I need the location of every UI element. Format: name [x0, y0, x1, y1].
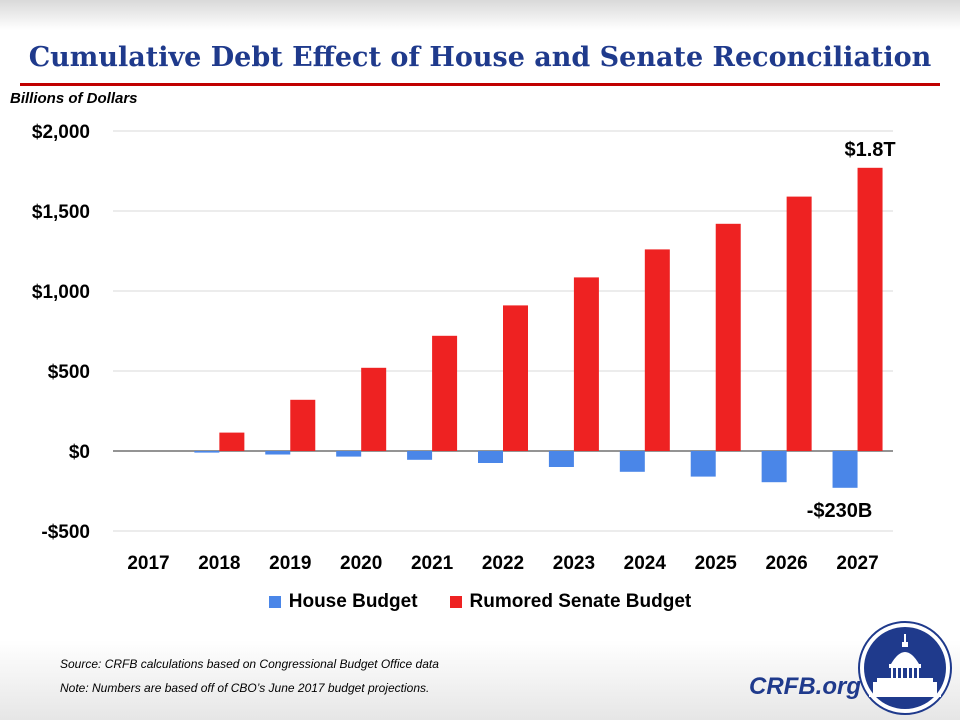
y-tick-labels: $2,000 $1,500 $1,000 $500 $0 -$500: [32, 122, 90, 543]
bar-senate-2019: [290, 399, 316, 451]
bar-house-2025: [690, 451, 716, 477]
y-tick-label: $1,500: [32, 202, 90, 223]
x-tick-label: 2026: [765, 553, 807, 574]
title-divider: [20, 83, 940, 86]
x-tick-label: 2019: [269, 553, 311, 574]
bar-house-2027: [832, 451, 858, 488]
footer-band: [0, 640, 960, 720]
brand-link[interactable]: CRFB.org: [749, 673, 861, 700]
page-title: Cumulative Debt Effect of House and Sena…: [28, 42, 932, 73]
legend-swatch-senate: [449, 596, 462, 608]
bar-house-2021: [407, 451, 433, 460]
legend-label-senate: Rumored Senate Budget: [469, 591, 692, 612]
bar-senate-2024: [644, 249, 670, 451]
x-tick-label: 2020: [340, 553, 382, 574]
x-tick-label: 2023: [553, 553, 595, 574]
data-label-senate: $1.8T: [844, 139, 895, 161]
projection-note: Note: Numbers are based off of CBO’s Jun…: [60, 681, 430, 695]
annotations: $1.8T -$230B: [807, 139, 896, 522]
source-note: Source: CRFB calculations based on Congr…: [60, 657, 439, 671]
legend-swatch-house: [268, 596, 281, 608]
data-label-house: -$230B: [807, 500, 873, 522]
x-tick-label: 2025: [695, 553, 738, 574]
legend: House Budget Rumored Senate Budget: [0, 591, 960, 613]
x-tick-label: 2021: [411, 553, 454, 574]
bar-senate-2026: [786, 196, 812, 451]
bar-senate-2020: [361, 367, 387, 451]
bar-senate-2021: [432, 335, 458, 451]
x-tick-label: 2017: [127, 553, 169, 574]
bar-house-2019: [265, 451, 291, 455]
y-axis-label: Billions of Dollars: [10, 90, 138, 107]
bar-senate-2027: [857, 167, 883, 452]
bar-senate-2023: [573, 277, 599, 451]
y-tick-label: $500: [48, 362, 90, 383]
legend-item-house: House Budget: [268, 591, 418, 613]
capitol-logo-icon: [858, 621, 952, 715]
y-tick-label: -$500: [41, 522, 90, 543]
y-tick-label: $1,000: [32, 282, 90, 303]
bar-house-2023: [548, 451, 574, 467]
legend-label-house: House Budget: [288, 591, 418, 612]
bar-chart: $2,000$1,500$1,000$500$0-$500 2017 2018 20…: [32, 122, 896, 574]
bars: [194, 167, 883, 488]
bar-house-2024: [619, 451, 645, 472]
bar-house-2026: [761, 451, 787, 483]
x-tick-label: 2024: [624, 553, 667, 574]
x-tick-label: 2027: [836, 553, 878, 574]
header-band: [0, 0, 960, 30]
bar-senate-2025: [715, 223, 741, 451]
bar-senate-2018: [219, 432, 245, 451]
legend-item-senate: Rumored Senate Budget: [449, 591, 692, 613]
bar-house-2022: [478, 451, 503, 463]
x-tick-labels: 2017 2018 2019 2020 2021 2022 2023 2024 2025 2026…: [127, 553, 878, 574]
y-tick-label: $0: [69, 442, 90, 463]
bar-senate-2022: [503, 305, 528, 451]
bar-house-2020: [336, 451, 362, 457]
bar-house-2018: [194, 451, 220, 453]
x-tick-label: 2022: [482, 553, 524, 574]
x-tick-label: 2018: [198, 553, 240, 574]
y-tick-label: $2,000: [32, 122, 90, 143]
